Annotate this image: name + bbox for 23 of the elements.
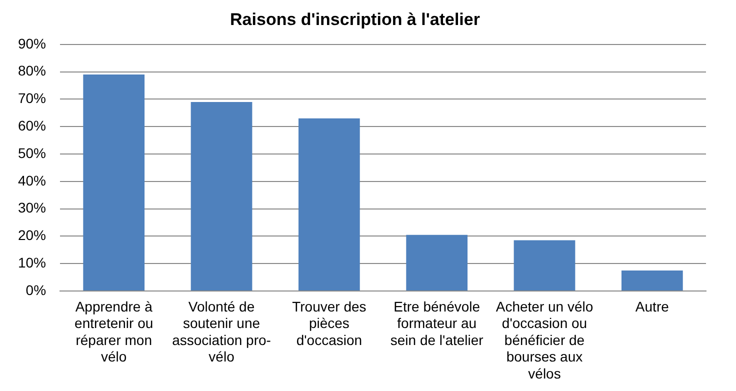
chart-title: Raisons d'inscription à l'atelier <box>230 10 480 29</box>
y-tick-label: 60% <box>18 117 46 134</box>
bar <box>406 234 468 290</box>
x-tick-label: Volonté de soutenir une association pro-vélo <box>172 298 272 365</box>
y-tick-label: 80% <box>18 62 46 79</box>
x-tick-label: Apprendre à entretenir ou réparer mon vélo <box>74 298 154 365</box>
x-tick-label: Autre <box>635 298 670 314</box>
bar <box>514 240 576 290</box>
y-tick-label: 10% <box>18 254 46 270</box>
y-tick-label: 0% <box>26 282 46 298</box>
bar <box>83 74 145 290</box>
bar <box>298 118 360 290</box>
bar <box>190 102 252 290</box>
y-tick-label: 20% <box>18 227 46 244</box>
bar <box>621 270 683 290</box>
x-tick-label: Etre bénévole formateur au sein de l'atelier <box>390 298 484 348</box>
y-tick-label: 30% <box>18 200 46 216</box>
y-tick-label: 50% <box>18 144 46 161</box>
y-tick-label: 40% <box>18 172 46 188</box>
x-tick-label: Trouver des pièces d'occasion <box>292 298 366 348</box>
x-tick-label: Acheter un vélo d'occasion ou bénéficier de bourses aux vélos <box>496 298 594 382</box>
y-tick-label: 90% <box>18 35 46 52</box>
y-tick-label: 70% <box>18 90 46 106</box>
